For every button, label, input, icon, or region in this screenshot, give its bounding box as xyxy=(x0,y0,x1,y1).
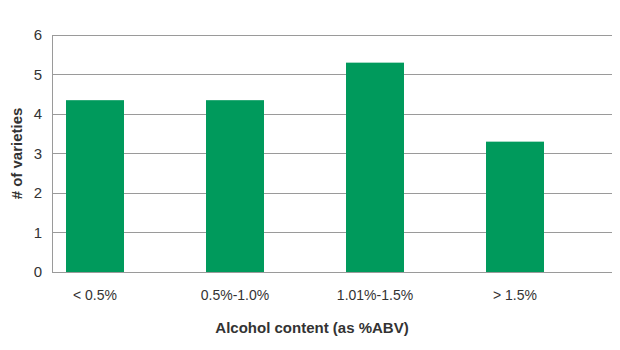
y-tick: 4 xyxy=(34,105,52,122)
y-tick-label: 6 xyxy=(34,26,42,43)
y-tick-label: 1 xyxy=(34,224,42,241)
y-tick: 3 xyxy=(34,145,52,162)
grid-line xyxy=(52,35,612,36)
x-tick-label: 1.01%-1.5% xyxy=(337,287,413,303)
x-tick: < 0.5% xyxy=(73,272,117,303)
y-tick-label: 2 xyxy=(34,184,42,201)
y-tick-label: 5 xyxy=(34,66,42,83)
y-axis-line xyxy=(52,36,53,273)
y-axis-title: # of varieties xyxy=(8,108,25,200)
x-tick: 0.5%-1.0% xyxy=(201,272,269,303)
bar xyxy=(486,142,544,272)
y-tick: 1 xyxy=(34,224,52,241)
grid-line xyxy=(52,74,612,75)
x-tick-label: > 1.5% xyxy=(493,287,537,303)
x-tick: 1.01%-1.5% xyxy=(337,272,413,303)
bar xyxy=(66,100,124,272)
x-tick: > 1.5% xyxy=(493,272,537,303)
bars xyxy=(66,63,544,272)
y-tick: 2 xyxy=(34,184,52,201)
chart: 0 1 2 3 4 5 6 < 0.5% 0.5%-1.0% 1.01%-1.5% > 1.5% Al… xyxy=(0,0,620,350)
y-tick-label: 3 xyxy=(34,145,42,162)
x-axis-title: Alcohol content (as %ABV) xyxy=(215,319,408,336)
y-axis: 0 1 2 3 4 5 6 xyxy=(34,26,53,280)
y-tick: 5 xyxy=(34,66,52,83)
bar xyxy=(206,100,264,272)
y-tick: 6 xyxy=(34,26,52,43)
x-tick-label: < 0.5% xyxy=(73,287,117,303)
bar xyxy=(346,63,404,272)
x-tick-label: 0.5%-1.0% xyxy=(201,287,269,303)
y-tick-label: 4 xyxy=(34,105,42,122)
y-tick: 0 xyxy=(34,263,52,280)
x-axis: < 0.5% 0.5%-1.0% 1.01%-1.5% > 1.5% xyxy=(73,272,537,303)
y-tick-label: 0 xyxy=(34,263,42,280)
grid-line xyxy=(52,114,612,115)
grid xyxy=(52,35,612,272)
